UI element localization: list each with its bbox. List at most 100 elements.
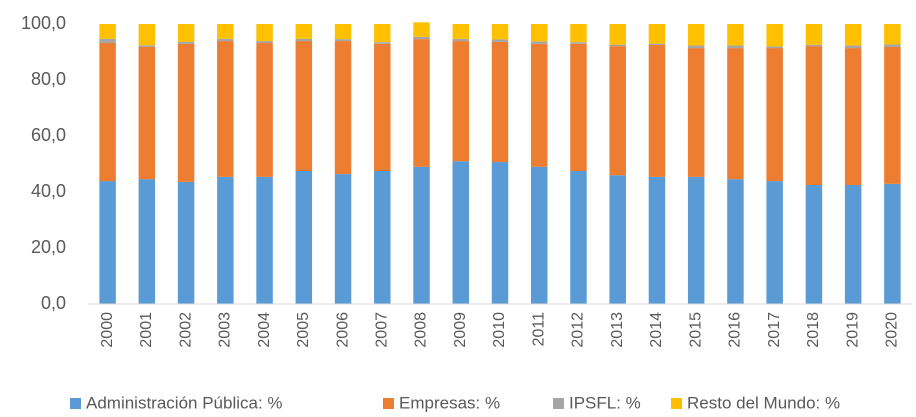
bar-segment — [727, 179, 744, 304]
x-tick-label: 2004 — [256, 312, 273, 348]
x-tick-label: 2014 — [648, 312, 665, 348]
bar-segment — [609, 24, 626, 45]
bar-segment — [609, 175, 626, 304]
bar-segment — [491, 39, 509, 42]
bar-segment — [452, 41, 470, 162]
legend-label: Empresas: % — [399, 393, 500, 412]
bar-segment — [334, 24, 352, 40]
x-tick-label: 2015 — [687, 312, 704, 348]
bar-segment — [374, 42, 391, 44]
y-tick-label: 100,0 — [21, 13, 66, 33]
bar-segment — [138, 24, 156, 46]
x-tick-label: 2018 — [805, 312, 822, 348]
x-tick-label: 2003 — [217, 312, 234, 348]
x-tick-label: 2017 — [766, 312, 783, 348]
bar-segment — [452, 161, 470, 304]
y-tick-label: 80,0 — [31, 69, 66, 89]
bar-segment — [334, 39, 352, 42]
x-tick-label: 2007 — [374, 312, 391, 348]
bar-segment — [138, 46, 156, 180]
bar-segment — [884, 46, 901, 184]
bar-segment — [570, 171, 587, 304]
bar-segment — [256, 43, 273, 177]
bar-segment — [687, 48, 705, 177]
bar-segment — [648, 45, 666, 177]
bar-segment — [844, 48, 862, 185]
bar-segment — [609, 46, 626, 176]
legend-label: Resto del Mundo: % — [687, 393, 840, 412]
bar-segment — [530, 24, 548, 42]
bar-segment — [413, 166, 430, 304]
bar-segment — [217, 41, 234, 177]
bar-segment — [177, 43, 195, 182]
bar-segment — [805, 185, 823, 304]
x-tick-label: 2005 — [295, 312, 312, 348]
bar-segment — [727, 24, 744, 46]
bar-segment — [413, 36, 430, 40]
legend-swatch — [671, 398, 682, 409]
bar-segment — [99, 24, 116, 39]
bar-segment — [570, 43, 587, 171]
bar-segment — [884, 183, 901, 304]
bar-segment — [570, 42, 587, 44]
x-tick-label: 2010 — [491, 312, 508, 348]
bar-segment — [648, 24, 666, 44]
bar-segment — [491, 41, 509, 163]
bar-segment — [884, 44, 901, 47]
bar-segment — [374, 43, 391, 171]
bar-segment — [177, 181, 195, 304]
bar-segment — [844, 24, 862, 46]
bar-segment — [648, 176, 666, 304]
bar-segment — [217, 176, 234, 304]
legend-label: IPSFL: % — [569, 393, 641, 412]
bar-segment — [374, 24, 391, 43]
bar-segment — [99, 43, 116, 182]
bar-segment — [138, 45, 156, 47]
bar-segment — [334, 174, 352, 304]
x-tick-label: 2002 — [177, 312, 194, 348]
bar-segment — [766, 181, 783, 304]
bar-segment — [805, 46, 823, 186]
bar-segment — [452, 38, 470, 42]
bar-segment — [99, 181, 116, 304]
bar-segment — [570, 24, 587, 43]
bar-segment — [452, 24, 470, 39]
x-tick-label: 2013 — [609, 312, 626, 348]
bar-segment — [413, 39, 430, 167]
bar-segment — [609, 44, 626, 47]
bar-segment — [334, 41, 352, 175]
bar-segment — [727, 45, 744, 49]
bar-segment — [256, 41, 273, 44]
bar-segment — [687, 24, 705, 46]
bar-segment — [805, 24, 823, 45]
bar-segment — [295, 24, 313, 39]
bar-segment — [295, 171, 313, 304]
bar-segment — [177, 24, 195, 42]
legend-swatch — [70, 398, 81, 409]
bar-segment — [766, 48, 783, 182]
bar-segment — [256, 24, 273, 42]
y-tick-label: 0,0 — [41, 293, 66, 313]
bar-segment — [884, 24, 901, 45]
bar-segment — [687, 45, 705, 49]
bar-segment — [217, 24, 234, 39]
bar-segment — [491, 24, 509, 40]
bar-segment — [727, 48, 744, 180]
x-tick-label: 2016 — [727, 312, 744, 348]
bar-segment — [844, 45, 862, 49]
bar-segment — [138, 179, 156, 304]
bar-segment — [530, 41, 548, 44]
x-tick-label: 2019 — [844, 312, 861, 348]
bar-segment — [256, 176, 273, 304]
x-tick-label: 2001 — [138, 312, 155, 348]
x-tick-label: 2012 — [570, 312, 587, 348]
x-tick-label: 2008 — [413, 312, 430, 348]
bar-segment — [530, 166, 548, 304]
legend-swatch — [383, 398, 394, 409]
bar-segment — [530, 43, 548, 167]
x-tick-label: 2020 — [884, 312, 901, 348]
legend-label: Administración Pública: % — [86, 393, 283, 412]
bar-segment — [491, 162, 509, 304]
y-tick-label: 20,0 — [31, 237, 66, 257]
